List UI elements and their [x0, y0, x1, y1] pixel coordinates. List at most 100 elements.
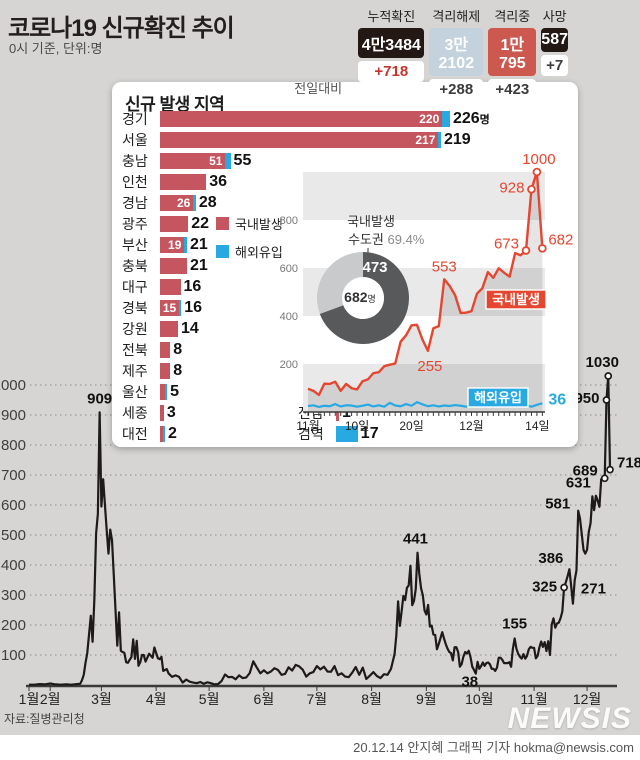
region-total: 226명 [452, 109, 490, 127]
donut-hole [342, 277, 384, 319]
region-name: 세종 [122, 404, 148, 421]
series-tag [485, 289, 547, 310]
data-dot [602, 396, 611, 404]
domestic-bar [160, 215, 189, 232]
panel-title: 신규 발생 지역 [125, 95, 225, 114]
region-row: 서울 217 219 [122, 129, 572, 150]
stat-column: 누적확진 4만3484 +718 [358, 6, 425, 100]
data-dot [604, 372, 613, 380]
y-tick-label: 100 [1, 647, 26, 664]
y-tick-label: 600 [1, 497, 26, 514]
data-dot [532, 167, 542, 177]
region-bars [160, 404, 164, 421]
donut-slice [319, 252, 409, 344]
month-label: 6월 [254, 691, 275, 707]
region-row: 울산 5 [122, 381, 572, 402]
region-name: 충남 [122, 152, 148, 169]
delta-label: 전일대비 [294, 81, 343, 96]
region-bars: 220 [160, 110, 450, 127]
legend-label: 해외유입 [235, 245, 283, 260]
y-tick-label: 900 [1, 407, 26, 424]
value-label: 553 [432, 258, 457, 275]
stat-column: 격리해제 3만2102 +288 [429, 6, 484, 100]
legend-item: 해외유입 [216, 242, 283, 261]
region-row: 전북 8 [122, 339, 572, 360]
value-label: 718 [617, 455, 640, 472]
value-label: 271 [581, 581, 606, 598]
inset-x-label: 20일 [399, 419, 423, 433]
domestic-bar: 26 [160, 194, 194, 211]
region-name: 제주 [122, 362, 148, 379]
imported-bar [225, 152, 231, 169]
region-name: 광주 [122, 215, 148, 232]
imported-bar [179, 299, 182, 316]
byline-bar: 20.12.14 안지혜 그래픽 기자 hokma@newsis.com [0, 735, 640, 760]
month-label: 3월 [91, 691, 112, 707]
inset-x-label: 10일 [345, 419, 369, 433]
stat-label: 누적확진 [367, 9, 416, 24]
stat-delta-pill: +288 [429, 79, 484, 100]
region-row: 경남 26 28 [122, 192, 572, 213]
region-name: 울산 [122, 383, 148, 400]
data-dot [600, 474, 609, 483]
region-row-side: 검역 17 [298, 423, 379, 444]
value-label: 441 [403, 531, 428, 548]
domestic-bar [160, 404, 164, 421]
data-dot [538, 244, 547, 253]
region-name: 충북 [122, 257, 148, 274]
region-total: 219 [443, 130, 471, 148]
imported-bar [184, 236, 187, 253]
data-dot [606, 465, 614, 474]
legend-item: 국내발생 [216, 214, 283, 233]
inset-y-tick: 200 [280, 359, 298, 371]
region-row: 대전 2 검역 17 [122, 423, 572, 444]
legend-swatch [216, 245, 229, 258]
y-tick-label: 400 [1, 557, 26, 574]
region-row: 경북 15 16 [122, 297, 572, 318]
series-tag [467, 387, 529, 408]
region-bars [160, 425, 165, 442]
stat-delta-pill: +718 [358, 61, 425, 82]
region-name: 검역 [298, 425, 324, 442]
data-dot [560, 583, 568, 592]
band [303, 172, 545, 220]
month-label: 9월 [416, 691, 437, 707]
domestic-bar: 19 [160, 236, 185, 253]
region-row: 제주 8 [122, 360, 572, 381]
region-bars [160, 341, 171, 358]
region-bars: 51 [160, 152, 231, 169]
region-total: 36 [209, 172, 227, 190]
month-label: 4월 [146, 691, 167, 707]
donut-slice-value: 473 [362, 259, 387, 276]
region-name: 경기 [122, 110, 148, 127]
region-name: 경북 [122, 299, 148, 316]
value-label: 325 [532, 579, 557, 596]
region-bars [160, 362, 171, 379]
stat-delta-pill: +423 [488, 79, 537, 100]
domestic-bar [160, 362, 171, 379]
legend-swatch [216, 217, 229, 230]
imported-bar [336, 425, 358, 442]
stat-column: 격리중 1만795 +423 [488, 6, 537, 100]
data-dot [521, 246, 531, 255]
source-note: 자료:질병관리청 [4, 712, 85, 726]
month-label: 7월 [307, 691, 328, 707]
imported-bar [163, 425, 165, 442]
region-bars: 26 [160, 194, 196, 211]
region-row: 경기 220 226명 [122, 108, 572, 129]
value-label: 386 [538, 550, 563, 567]
donut-callout-line2: 수도권 69.4% [348, 232, 425, 247]
value-label: 950 [574, 390, 599, 407]
inset-y-tick: 600 [280, 263, 298, 275]
inset-x-label: 11월 [296, 419, 320, 433]
stat-delta-pill: +7 [541, 55, 568, 76]
domestic-bar [160, 257, 187, 274]
value-label: 909 [87, 390, 112, 407]
region-total: 28 [198, 193, 217, 211]
value-label: 1000 [522, 151, 555, 168]
stat-value-pill: 4만3484 [358, 28, 425, 58]
value-label: 689 [573, 462, 598, 479]
y-tick-label: 700 [1, 467, 26, 484]
